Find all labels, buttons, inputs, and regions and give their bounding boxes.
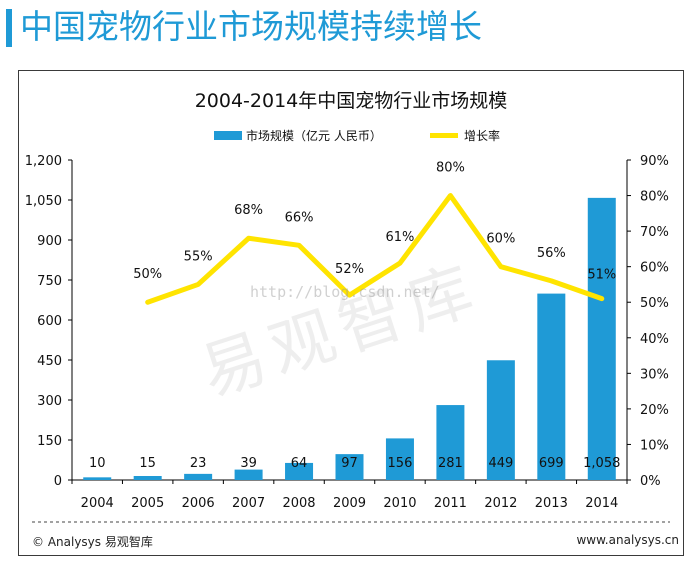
y-right-tick-label: 70% [640, 225, 669, 240]
y-left-tick-label: 900 [37, 234, 62, 249]
x-tick-label: 2009 [333, 496, 366, 511]
growth-rate-line [145, 193, 605, 305]
growth-rate-label: 50% [133, 267, 162, 282]
y-left-tick-label: 300 [37, 394, 62, 409]
growth-rate-point [247, 236, 251, 240]
bar [436, 405, 465, 480]
growth-rate-label: 68% [234, 203, 263, 218]
y-right-tick-label: 40% [640, 332, 669, 347]
growth-rate-label: 56% [537, 246, 566, 261]
page-header: 中国宠物行业市场规模持续增长 [0, 0, 691, 52]
y-left-tick-label: 1,050 [25, 194, 62, 209]
chart-container: 2004-2014年中国宠物行业市场规模市场规模（亿元 人民币） 增长率 0 150 3… [18, 70, 684, 556]
legend-label-line: 增长率 [464, 128, 500, 143]
legend-label-bar: 市场规模（亿元 人民币） [246, 128, 382, 143]
y-left-tick-label: 600 [37, 314, 62, 329]
growth-rate-label: 61% [386, 230, 415, 245]
y-right-tick-label: 60% [640, 261, 669, 276]
bar-data-label: 15 [139, 456, 156, 471]
bar-data-label: 699 [539, 456, 564, 471]
x-tick-label: 2008 [282, 496, 315, 511]
growth-rate-point [398, 261, 402, 265]
y-left-tick-label: 150 [37, 434, 62, 449]
y-right-tick-label: 30% [640, 367, 669, 382]
bar [486, 360, 515, 480]
growth-rate-label: 60% [486, 232, 515, 247]
x-tick-label: 2012 [484, 496, 517, 511]
bar [335, 454, 364, 480]
y-right-tick-label: 90% [640, 154, 669, 169]
y-left-tick-label: 750 [37, 274, 62, 289]
footer-copyright: © Analysys 易观智库 [32, 535, 153, 549]
bar [587, 197, 616, 480]
chart-title: 2004-2014年中国宠物行业市场规模 [195, 90, 508, 112]
bar [385, 438, 414, 480]
growth-rate-point [600, 297, 604, 301]
bar [83, 477, 112, 480]
y-left-tick-label: 1,200 [25, 154, 62, 169]
bar-data-label: 23 [190, 456, 207, 471]
growth-rate-point [297, 243, 301, 247]
y-right-tick-label: 80% [640, 190, 669, 205]
x-tick-label: 2005 [131, 496, 164, 511]
bar-data-label: 1,058 [583, 456, 620, 471]
growth-rate-point [499, 265, 503, 269]
y-left-tick-label: 450 [37, 354, 62, 369]
page-title: 中国宠物行业市场规模持续增长 [20, 7, 482, 46]
bar-data-label: 39 [240, 456, 257, 471]
x-tick-label: 2010 [383, 496, 416, 511]
growth-rate-point [348, 293, 351, 297]
growth-rate-point [146, 300, 150, 304]
bar [285, 462, 314, 480]
x-tick-label: 2014 [585, 496, 618, 511]
growth-rate-label: 80% [436, 161, 465, 176]
x-tick-label: 2004 [81, 496, 114, 511]
bar [234, 469, 263, 480]
bar-data-label: 281 [438, 456, 463, 471]
growth-rate-label: 66% [285, 210, 314, 225]
growth-rate-point [448, 194, 452, 198]
bar-data-label: 10 [89, 456, 106, 471]
x-tick-label: 2006 [182, 496, 215, 511]
growth-rate-label: 51% [587, 268, 616, 283]
y-right-tick-label: 10% [640, 438, 669, 453]
bar [184, 473, 213, 480]
growth-rate-label: 52% [335, 262, 364, 277]
bar-data-label: 64 [291, 456, 308, 471]
y-right-tick-label: 20% [640, 403, 669, 418]
y-right-tick-label: 50% [640, 296, 669, 311]
bar [537, 293, 566, 480]
growth-rate-point [549, 279, 553, 283]
bar-data-label: 449 [488, 456, 513, 471]
legend-swatch-bar [214, 131, 242, 140]
bar-data-label: 97 [341, 456, 358, 471]
bar-data-label: 156 [388, 456, 413, 471]
y-right-tick-label: 0% [640, 474, 661, 489]
footer-website: www.analysys.cn [576, 533, 679, 547]
title-accent-bar [6, 9, 12, 47]
x-tick-label: 2011 [434, 496, 467, 511]
chart-border [18, 70, 684, 556]
growth-rate-label: 55% [184, 249, 213, 264]
x-tick-label: 2013 [535, 496, 568, 511]
y-left-tick-label: 0 [54, 474, 62, 489]
x-tick-label: 2007 [232, 496, 265, 511]
growth-rate-point [196, 282, 200, 286]
url-watermark: http://blog.csdn.net/ [250, 283, 440, 301]
bar [133, 476, 162, 480]
